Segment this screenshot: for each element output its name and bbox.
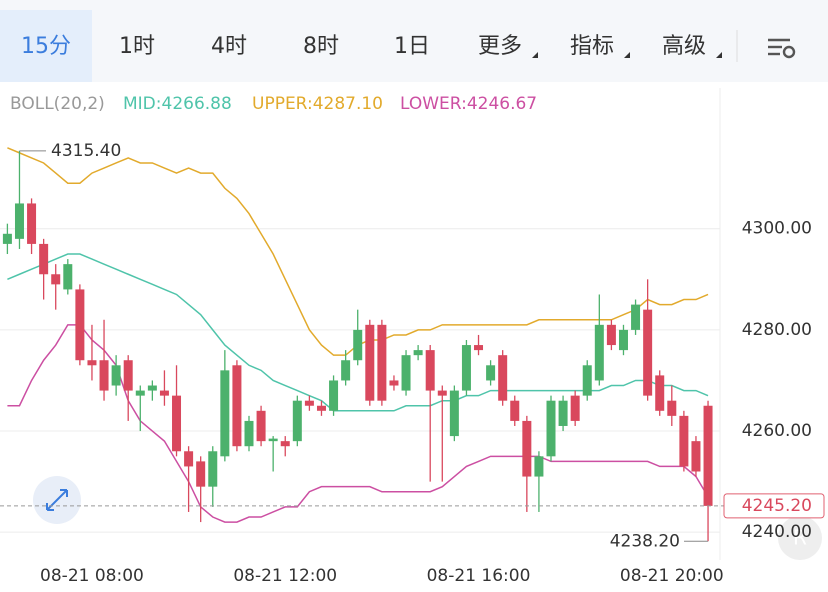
tab[interactable]: 1日 <box>394 34 430 59</box>
candle-body <box>365 324 375 401</box>
candle-body <box>256 410 266 442</box>
candle-body <box>510 400 520 421</box>
y-tick-label: 4280.00 <box>742 320 812 340</box>
candle-body <box>147 385 157 391</box>
candle-body <box>679 415 689 467</box>
candle-body <box>292 400 302 442</box>
tab[interactable]: 4时 <box>211 34 247 59</box>
candle-body <box>522 420 532 477</box>
y-tick-label: 4240.00 <box>742 522 812 542</box>
candle-body <box>449 390 459 437</box>
candle-body <box>534 456 544 477</box>
candle-body <box>111 365 121 386</box>
candle-body <box>389 380 399 386</box>
candle-body <box>631 304 641 330</box>
candle-body <box>329 380 339 411</box>
expand-button[interactable] <box>33 476 81 524</box>
candle-body <box>316 405 326 411</box>
x-tick-label: 08-21 12:00 <box>233 566 337 586</box>
candle-body <box>2 233 12 244</box>
watermark: R <box>778 516 822 560</box>
candle-body <box>474 345 484 351</box>
candle-body <box>75 289 85 361</box>
candle-body <box>87 360 97 366</box>
x-tick-label: 08-21 16:00 <box>427 566 531 586</box>
last-price-tag <box>723 493 825 519</box>
candle-body <box>172 395 182 452</box>
candle-body <box>425 350 435 391</box>
candle-body <box>377 324 387 401</box>
tab-bar <box>0 0 828 82</box>
high-marker-label: 4315.40 <box>51 141 121 161</box>
candle-body <box>643 309 653 396</box>
candle-body <box>558 400 568 426</box>
legend-entry: UPPER:4287.10 <box>252 94 383 114</box>
candle-body <box>341 360 351 381</box>
candle-body <box>655 375 665 411</box>
indicator-label: BOLL(20,2) <box>10 94 105 114</box>
candle-body <box>196 461 206 487</box>
tab[interactable]: 高级 <box>662 34 706 59</box>
candle-body <box>461 345 471 391</box>
settings-icon[interactable] <box>768 38 796 59</box>
dropdown-caret <box>624 52 630 58</box>
candle-body <box>570 395 580 421</box>
candle-body <box>208 451 218 487</box>
x-tick-label: 08-21 08:00 <box>40 566 144 586</box>
tab[interactable]: 8时 <box>303 34 339 59</box>
tab[interactable]: 指标 <box>570 34 614 59</box>
candle-body <box>486 365 496 381</box>
tab[interactable]: 1时 <box>119 34 155 59</box>
legend-entry: LOWER:4246.67 <box>400 94 537 114</box>
candle-body <box>39 243 49 275</box>
tab-selected <box>0 10 92 82</box>
candle-body <box>99 360 109 391</box>
svg-text:R: R <box>793 526 807 550</box>
tab[interactable]: 更多 <box>478 34 522 59</box>
y-tick-label: 4260.00 <box>742 421 812 441</box>
candle-body <box>582 365 592 396</box>
candle-body <box>667 400 677 416</box>
candle-body <box>413 350 423 356</box>
candle-body <box>437 390 447 396</box>
x-tick-label: 08-21 20:00 <box>620 566 724 586</box>
candle-body <box>280 441 290 447</box>
tab[interactable]: 15分 <box>21 34 71 59</box>
candle-body <box>691 441 701 472</box>
dropdown-caret <box>716 52 722 58</box>
candle-body <box>27 203 37 244</box>
dropdown-caret <box>532 52 538 58</box>
candle-body <box>244 420 254 447</box>
candle-body <box>401 355 411 391</box>
candle-body <box>546 400 556 457</box>
candle-body <box>135 390 145 396</box>
candle-body <box>268 438 278 442</box>
candle-body <box>232 365 242 447</box>
candle-body <box>353 329 363 361</box>
candle-body <box>123 360 133 391</box>
candle-body <box>618 329 628 351</box>
candle-body <box>220 370 230 457</box>
candle-body <box>703 405 713 506</box>
candle-body <box>14 203 24 239</box>
candle-body <box>184 451 194 467</box>
legend-entry: MID:4266.88 <box>123 94 232 114</box>
candle-body <box>606 324 616 346</box>
candle-body <box>594 324 604 381</box>
candle-body <box>51 274 61 285</box>
low-marker-label: 4238.20 <box>610 531 680 551</box>
y-tick-label: 4300.00 <box>742 219 812 239</box>
candle-body <box>304 400 314 406</box>
candle-body <box>159 390 169 396</box>
last-price-label: 4245.20 <box>742 496 812 516</box>
candle-body <box>63 264 73 290</box>
candle-body <box>498 355 508 401</box>
